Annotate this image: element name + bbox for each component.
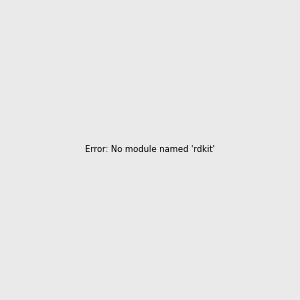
Text: Error: No module named 'rdkit': Error: No module named 'rdkit' [85,146,215,154]
